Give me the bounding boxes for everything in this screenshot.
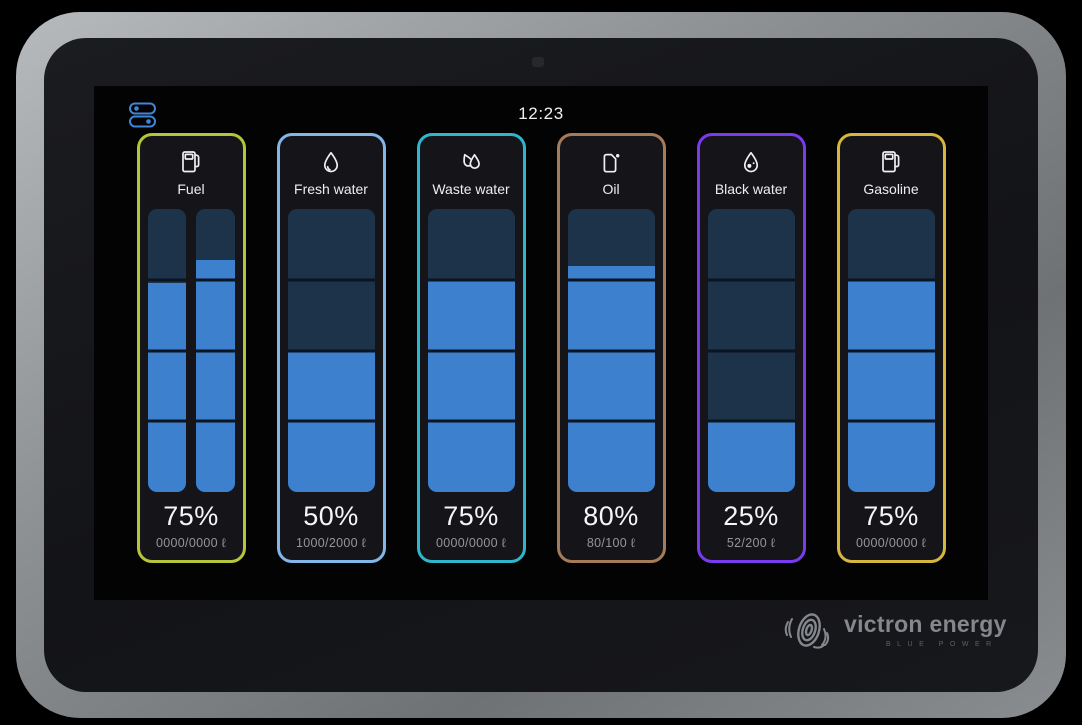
- tank-percent: 75%: [443, 501, 499, 531]
- tank-level-gauge: [147, 209, 235, 492]
- tank-name: Oil: [602, 181, 620, 197]
- drop-dots-icon: [735, 146, 767, 178]
- tank-capacity: 0000/0000 ℓ: [156, 536, 226, 550]
- fuel-pump-icon: [175, 146, 207, 178]
- tank-name: Gasoline: [863, 181, 919, 197]
- tank-level-bar: [707, 209, 795, 492]
- clock: 12:23: [518, 104, 564, 123]
- tank-card-waste-water[interactable]: Waste water 75% 0000/0000 ℓ: [416, 133, 526, 563]
- tank-capacity: 52/200 ℓ: [726, 536, 776, 550]
- tanks-overview-screen: 12:23 Fuel: [94, 86, 988, 600]
- tank-level-bar: [147, 209, 186, 492]
- tank-card-fresh-water[interactable]: Fresh water 50% 1000/2000 ℓ: [276, 133, 386, 563]
- tank-level-bar: [567, 209, 655, 492]
- tank-level-bar: [196, 209, 235, 492]
- fuel-pump-icon: [875, 146, 907, 178]
- water-drop-icon: [315, 146, 347, 178]
- victron-logo-text: victron energy: [844, 611, 1007, 637]
- tank-percent: 80%: [583, 501, 639, 531]
- tank-percent: 75%: [863, 501, 919, 531]
- tank-cards-row: Fuel 75% 0000/0000 ℓ: [94, 133, 988, 563]
- tank-card-fuel[interactable]: Fuel 75% 0000/0000 ℓ: [136, 133, 246, 563]
- tank-percent: 50%: [303, 501, 359, 531]
- victron-logo-subtext: BLUE POWER: [886, 641, 998, 648]
- tank-percent: 25%: [723, 501, 779, 531]
- tank-name: Black water: [714, 181, 788, 197]
- tank-capacity: 1000/2000 ℓ: [296, 536, 366, 550]
- tank-level-gauge: [707, 209, 795, 492]
- toggles-menu-icon[interactable]: [126, 98, 160, 132]
- tank-card-oil[interactable]: Oil 80% 80/100 ℓ: [556, 133, 666, 563]
- tank-card-gasoline[interactable]: Gasoline 75% 0000/0000 ℓ: [836, 133, 946, 563]
- victron-swirl-icon: [780, 603, 836, 664]
- victron-logo: victron energy BLUE POWER: [780, 603, 1007, 664]
- tank-percent: 75%: [163, 501, 219, 531]
- tank-capacity: 80/100 ℓ: [586, 536, 636, 550]
- oil-can-icon: [595, 146, 627, 178]
- tank-name: Fresh water: [294, 181, 368, 197]
- tank-level-bar: [287, 209, 375, 492]
- tank-level-gauge: [427, 209, 515, 492]
- tank-level-gauge: [287, 209, 375, 492]
- tank-level-bar: [847, 209, 935, 492]
- tank-name: Waste water: [432, 181, 510, 197]
- tank-level-gauge: [847, 209, 935, 492]
- camera-dot: [532, 57, 544, 67]
- tank-card-black-water[interactable]: Black water 25% 52/200 ℓ: [696, 133, 806, 563]
- tank-capacity: 0000/0000 ℓ: [856, 536, 926, 550]
- tank-level-gauge: [567, 209, 655, 492]
- tank-level-bar: [427, 209, 515, 492]
- tank-capacity: 0000/0000 ℓ: [436, 536, 506, 550]
- double-drop-icon: [455, 146, 487, 178]
- tank-name: Fuel: [177, 181, 205, 197]
